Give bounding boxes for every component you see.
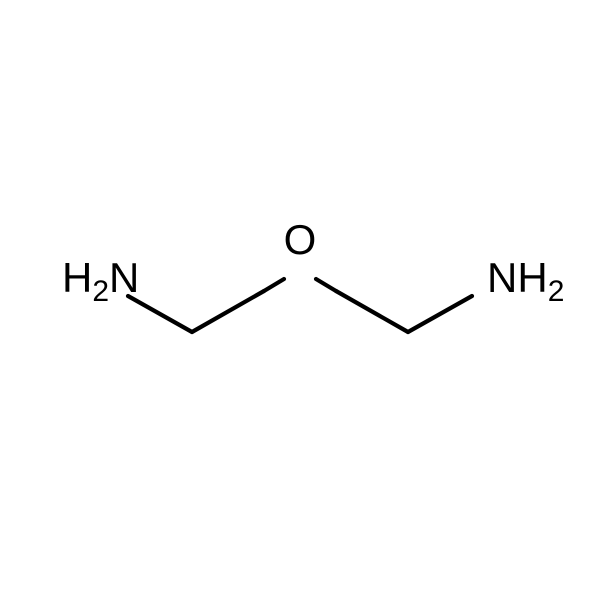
atom-label-O_center: O bbox=[284, 216, 317, 263]
molecule-diagram: H2NONH2 bbox=[0, 0, 600, 600]
